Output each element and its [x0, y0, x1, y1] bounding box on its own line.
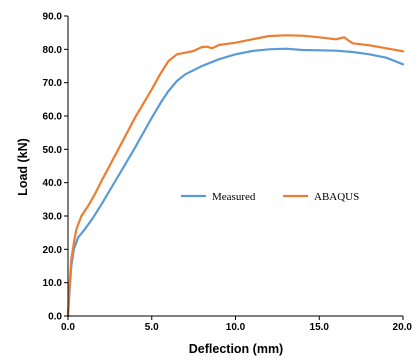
- x-tick-label: 5.0: [145, 322, 159, 333]
- x-tick-label: 20.0: [393, 322, 413, 333]
- y-tick-label: 20.0: [43, 245, 63, 256]
- series-line-measured: [66, 47, 405, 318]
- y-tick-label: 30.0: [43, 212, 63, 223]
- x-tick-label: 15.0: [310, 322, 330, 333]
- x-tick-label: 10.0: [226, 322, 246, 333]
- y-tick-label: 40.0: [43, 178, 63, 189]
- y-axis-title: Load (kN): [16, 138, 30, 196]
- y-tick-label: 60.0: [43, 112, 63, 123]
- x-axis-title: Deflection (mm): [189, 342, 283, 356]
- legend-label-abaqus: ABAQUS: [314, 191, 359, 203]
- y-tick-label: 90.0: [43, 12, 63, 23]
- y-tick-label: 50.0: [43, 145, 63, 156]
- y-tick-label: 10.0: [43, 278, 63, 289]
- legend: Measured ABAQUS: [181, 191, 359, 203]
- series-line-abaqus: [66, 34, 405, 318]
- y-tick-label: 0.0: [48, 312, 62, 323]
- ticks-layer: 0.0 10.0 20.0 30.0 40.0 50.0 60.0 70.0 80.0 90.0 0…: [43, 12, 413, 334]
- series-layer: [66, 34, 405, 318]
- y-tick-label: 80.0: [43, 45, 63, 56]
- legend-label-measured: Measured: [212, 191, 256, 203]
- y-tick-label: 70.0: [43, 78, 63, 89]
- x-tick-label: 0.0: [61, 322, 75, 333]
- axes-layer: [67, 16, 403, 317]
